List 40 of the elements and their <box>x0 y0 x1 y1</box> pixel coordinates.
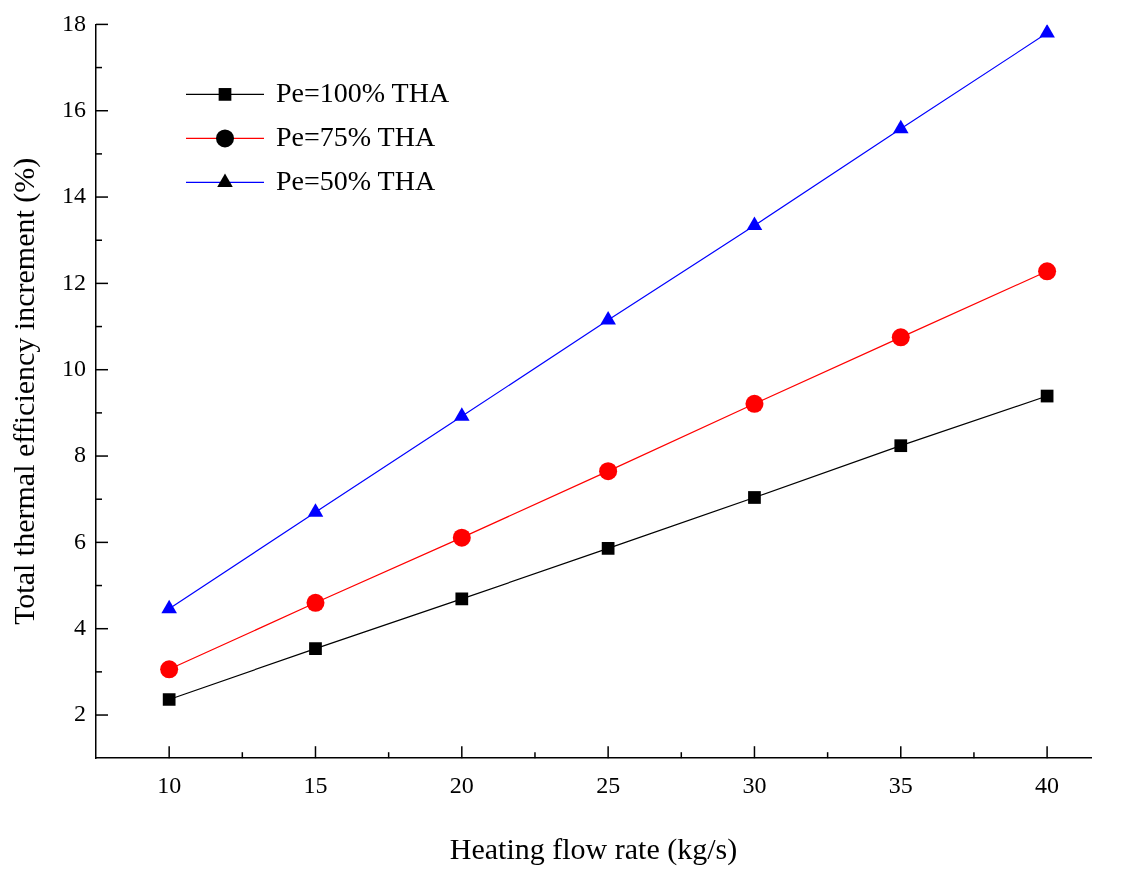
y-tick-label: 8 <box>74 441 86 468</box>
x-tick-label: 30 <box>742 771 767 798</box>
y-tick-label: 14 <box>62 182 86 209</box>
y-tick-label: 12 <box>62 268 86 295</box>
legend-label: Pe=100% THA <box>276 76 450 108</box>
y-tick-label: 10 <box>62 355 86 382</box>
x-axis-title: Heating flow rate (kg/s) <box>449 831 738 866</box>
point <box>748 491 761 504</box>
point <box>600 311 616 325</box>
point <box>599 462 618 481</box>
point <box>455 592 469 606</box>
y-tick-label: 6 <box>74 527 86 554</box>
point <box>1038 262 1057 281</box>
y-tick-label: 18 <box>62 9 86 36</box>
x-tick-label: 10 <box>157 771 182 798</box>
x-tick-label: 20 <box>449 771 474 798</box>
x-tick-label: 25 <box>596 771 621 798</box>
point <box>1039 24 1055 38</box>
point <box>891 328 910 347</box>
point <box>162 693 176 706</box>
point <box>746 216 763 231</box>
x-tick-label: 40 <box>1035 771 1060 798</box>
point <box>452 528 471 547</box>
x-tick-label: 35 <box>888 771 913 798</box>
point <box>454 407 470 421</box>
legend-label: Pe=50% THA <box>276 164 436 196</box>
point <box>160 660 179 679</box>
y-axis-title: Total thermal efficiency increment (%) <box>6 157 41 625</box>
point <box>309 642 322 655</box>
y-tick-label: 4 <box>74 614 86 640</box>
legend-label: Pe=75% THA <box>276 120 436 152</box>
point <box>894 439 908 453</box>
point <box>745 394 764 413</box>
y-tick-label: 16 <box>62 96 86 123</box>
point <box>307 503 324 517</box>
point <box>892 119 909 134</box>
x-tick-label: 15 <box>303 771 328 798</box>
point <box>601 542 615 555</box>
y-tick-label: 2 <box>74 700 86 727</box>
point <box>306 593 325 612</box>
